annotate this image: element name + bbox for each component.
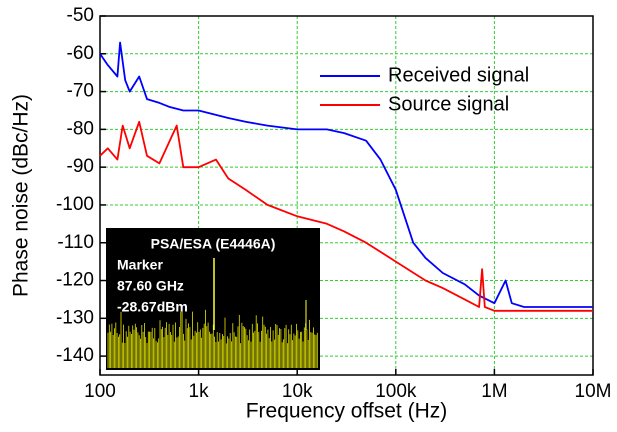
inset-title: PSA/ESA (E4446A) xyxy=(151,236,276,252)
legend-label: Source signal xyxy=(388,93,509,115)
x-tick-label: 100k xyxy=(375,381,417,402)
x-tick-label: 100 xyxy=(84,381,116,402)
y-tick-label: -100 xyxy=(56,194,94,215)
y-tick-label: -80 xyxy=(67,118,94,139)
y-axis-label: Phase noise (dBc/Hz) xyxy=(10,94,33,297)
x-tick-label: 10M xyxy=(575,381,612,402)
x-axis-label: Frequency offset (Hz) xyxy=(246,400,448,423)
y-tick-label: -70 xyxy=(67,81,94,102)
series-line xyxy=(99,120,593,312)
series-line xyxy=(99,41,593,308)
x-tick-label: 10k xyxy=(282,381,313,402)
y-tick-label: -90 xyxy=(67,156,94,177)
legend-label: Received signal xyxy=(388,64,529,86)
inset-text: -28.67dBm xyxy=(117,299,188,315)
x-tick-label: 1k xyxy=(189,381,210,402)
plot-frame xyxy=(99,15,594,376)
x-tick-label: 1M xyxy=(481,381,507,402)
y-tick-label: -60 xyxy=(67,43,94,64)
inset: PSA/ESA (E4446A) Marker 87.60 GHz -28.67dBm xyxy=(106,228,320,370)
y-tick-label: -130 xyxy=(56,307,94,328)
inset-text: 87.60 GHz xyxy=(117,278,184,294)
y-tick-label: -140 xyxy=(56,345,94,366)
y-tick-label: -120 xyxy=(56,270,94,291)
y-tick-label: -50 xyxy=(67,5,94,26)
y-tick-label: -110 xyxy=(57,232,94,253)
inset-text: Marker xyxy=(117,257,163,273)
